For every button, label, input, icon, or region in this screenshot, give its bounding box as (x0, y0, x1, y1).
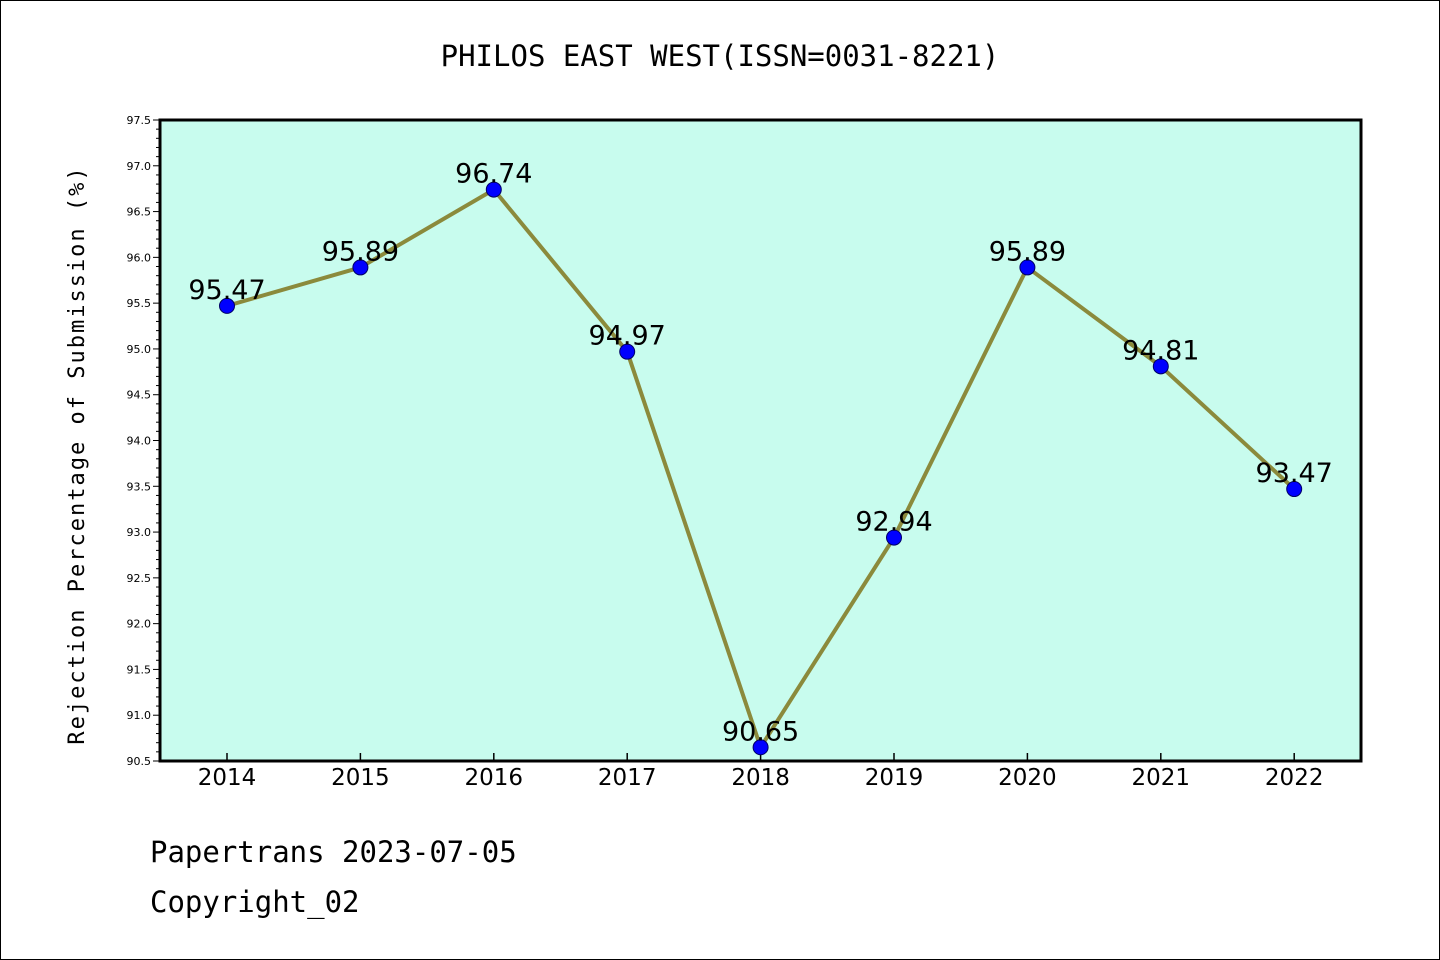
y-tick-label: 96.5 (127, 206, 152, 219)
data-label: 90.65 (722, 716, 799, 747)
plot-border (158, 118, 1363, 763)
data-label: 92.94 (855, 507, 932, 538)
y-tick-label: 94.5 (127, 389, 152, 402)
footer-copyright: Copyright_02 (150, 885, 360, 919)
y-tick-label: 94.0 (127, 435, 152, 448)
data-point (619, 343, 636, 360)
data-label: 94.97 (589, 321, 666, 352)
data-point (886, 529, 902, 546)
y-tick-label: 91.0 (127, 709, 152, 722)
data-point (752, 739, 769, 756)
data-labels: 95.47 95.89 96.74 94.97 90.65 92.94 95.89 94.81… (188, 159, 1332, 748)
x-tick-label: 2014 (198, 765, 257, 791)
y-tick-label: 93.5 (127, 480, 152, 493)
data-point (1152, 358, 1169, 375)
y-tick-label: 95.0 (127, 343, 152, 356)
y-tick-label: 96.0 (127, 251, 152, 264)
y-tick-label: 92.0 (127, 618, 152, 631)
x-tick-label: 2020 (998, 765, 1057, 791)
y-tick-label: 97.0 (127, 160, 152, 173)
data-label: 96.74 (455, 159, 532, 190)
x-tick-label: 2022 (1265, 765, 1324, 791)
data-label: 94.81 (1122, 335, 1199, 366)
y-tick-label: 95.5 (127, 297, 152, 310)
x-tick-label: 2017 (598, 765, 657, 791)
data-point (219, 297, 235, 314)
data-point (1019, 259, 1036, 276)
data-label: 95.89 (322, 236, 399, 267)
x-tick-label: 2018 (731, 765, 790, 791)
data-point (352, 259, 369, 276)
y-tick-label: 90.5 (127, 755, 152, 768)
data-point (1286, 481, 1303, 498)
y-tick-label: 92.5 (127, 572, 152, 585)
x-tick-label: 2021 (1132, 765, 1191, 791)
data-markers (219, 181, 1303, 756)
plot-area (160, 120, 1361, 761)
data-label: 93.47 (1256, 458, 1333, 489)
x-tick-label: 2019 (865, 765, 924, 791)
y-tick-label: 93.0 (127, 526, 152, 539)
y-axis-label: Rejection Percentage of Submission (%) (65, 165, 90, 744)
footer-date: Papertrans 2023-07-05 (150, 835, 517, 869)
chart-title: PHILOS EAST WEST(ISSN=0031-8221) (441, 39, 1000, 73)
x-tick-label: 2016 (465, 765, 524, 791)
data-label: 95.89 (989, 236, 1066, 267)
data-label: 95.47 (188, 275, 265, 306)
data-point (485, 181, 502, 198)
y-tick-label: 97.5 (127, 114, 152, 127)
x-tick-label: 2015 (331, 765, 390, 791)
x-axis-ticks: 2014 2015 2016 2017 2018 2019 2020 2021 2022 (198, 753, 1324, 791)
y-axis-ticks: 90.5 91.0 91.5 92.0 92.5 93.0 93.5 94.0 94.5 95.0… (127, 114, 160, 768)
y-tick-label: 91.5 (127, 663, 152, 676)
